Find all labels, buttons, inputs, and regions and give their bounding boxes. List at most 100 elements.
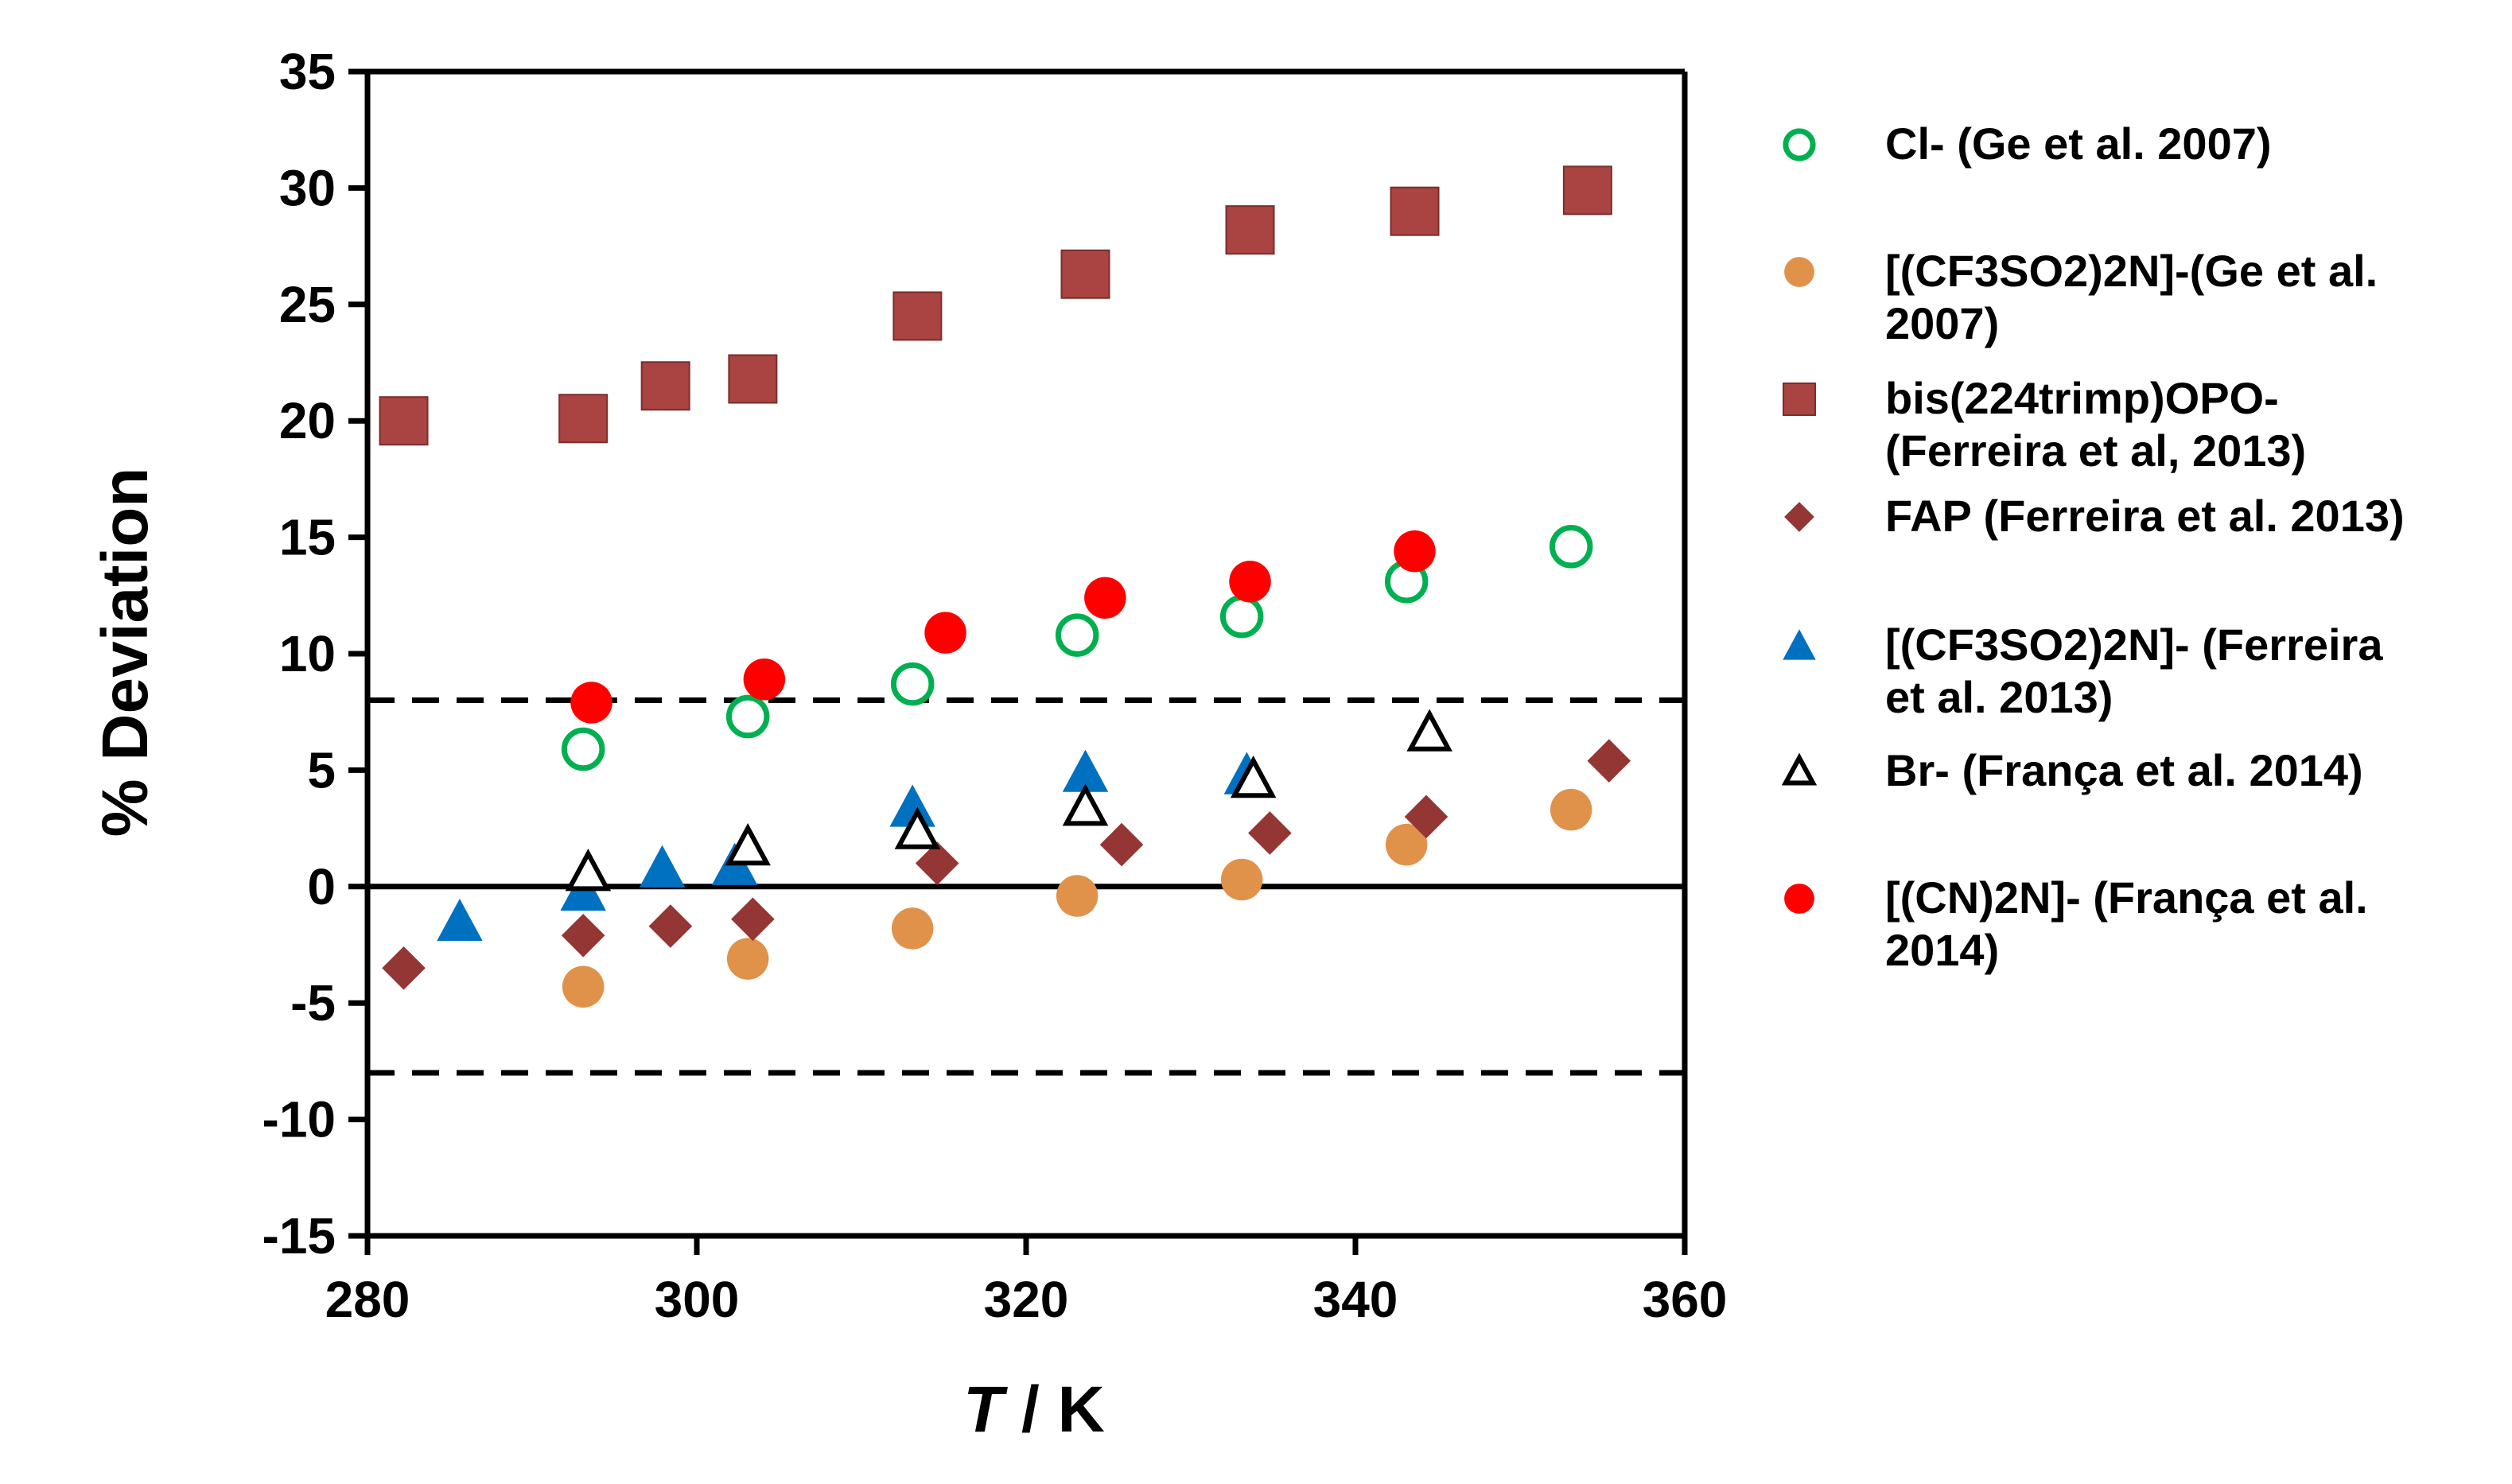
legend-marker: [1781, 752, 1818, 786]
x-axis-label: T / K: [963, 1373, 1105, 1446]
series-1: [561, 525, 1593, 771]
x-axis-ticks: 280 300 320 340 360: [325, 1236, 1728, 1328]
data-point: [1220, 858, 1263, 901]
data-point: [890, 662, 935, 706]
data-point: [437, 898, 483, 942]
legend-marker: [1783, 629, 1816, 660]
legend-marker: [1784, 257, 1814, 287]
legend-entry: Cl- (Ge et al. 2007): [1783, 118, 2272, 169]
data-point: [1248, 811, 1292, 855]
data-point: [1229, 560, 1271, 603]
data-point: [639, 845, 686, 888]
legend-label: [(CN)2N]- (França et al.: [1885, 872, 2368, 923]
x-tick-label: 360: [1643, 1271, 1728, 1328]
y-tick-label: 10: [279, 625, 336, 682]
legend-label: [(CF3SO2)2N]- (Ferreira: [1885, 620, 2383, 670]
data-point: [1056, 875, 1099, 917]
data-point: [894, 806, 941, 849]
y-axis-label: % Deviation: [89, 468, 161, 837]
data-point: [1084, 577, 1126, 619]
data-point: [725, 822, 771, 866]
data-point: [725, 694, 770, 739]
data-point: [561, 913, 605, 958]
data-point: [382, 946, 426, 990]
data-point: [915, 841, 959, 885]
data-point: [558, 394, 609, 444]
data-point: [743, 658, 786, 701]
legend: Cl- (Ge et al. 2007) [(CF3SO2)2N]-(Ge et …: [1781, 118, 2405, 975]
y-tick-label: 25: [279, 276, 336, 333]
series-3: [379, 165, 1612, 446]
legend-label: (Ferreira et al, 2013): [1885, 425, 2306, 476]
y-axis-ticks: 35 30 25 20 15 10 5 0 -5 -10 -15: [262, 43, 367, 1265]
legend-marker: [1784, 884, 1814, 914]
x-axis-label-variable: T: [963, 1373, 1008, 1446]
y-tick-label: 5: [307, 741, 336, 798]
legend-entry: Br- (França et al. 2014): [1781, 745, 2363, 795]
data-point: [1062, 783, 1109, 826]
data-point: [379, 396, 429, 446]
series-5: [437, 749, 1270, 942]
x-tick-label: 280: [325, 1271, 410, 1328]
y-tick-label: 0: [307, 858, 336, 915]
y-tick-label: 30: [279, 159, 336, 216]
legend-label: et al. 2013): [1885, 672, 2113, 722]
legend-marker: [1783, 383, 1816, 416]
x-tick-label: 300: [655, 1271, 740, 1328]
data-point: [1062, 749, 1109, 792]
data-point: [1230, 756, 1277, 798]
legend-entry: [(CF3SO2)2N]-(Ge et al.2007): [1784, 246, 2378, 348]
data-point: [1406, 709, 1452, 752]
series-7: [570, 530, 1436, 724]
data-point: [924, 612, 966, 654]
data-point: [1055, 613, 1099, 657]
data-point: [565, 849, 612, 892]
data-point: [1225, 205, 1275, 255]
y-tick-label: -5: [290, 974, 336, 1031]
legend-entry: FAP (Ferreira et al. 2013): [1784, 491, 2405, 541]
data-point: [728, 354, 778, 404]
data-point: [891, 907, 934, 950]
series-4: [382, 739, 1631, 990]
legend-entry: [(CN)2N]- (França et al.2014): [1784, 872, 2368, 975]
data-point: [1099, 822, 1144, 867]
data-point: [562, 965, 605, 1008]
legend-label: 2007): [1885, 298, 1999, 348]
legend-label: Cl- (Ge et al. 2007): [1885, 118, 2272, 169]
data-point: [731, 897, 775, 942]
data-point: [1394, 530, 1436, 573]
y-tick-label: -10: [262, 1091, 336, 1148]
y-tick-label: 35: [279, 43, 336, 100]
data-point: [892, 291, 943, 341]
series-6: [565, 709, 1452, 892]
data-point: [1219, 594, 1264, 639]
data-point: [1550, 788, 1592, 831]
data-point: [1404, 794, 1448, 839]
legend-label: Br- (França et al. 2014): [1885, 745, 2363, 795]
y-tick-label: -15: [262, 1207, 336, 1265]
data-point: [570, 682, 612, 724]
data-point: [889, 784, 935, 827]
data-point: [1060, 249, 1110, 299]
series-2: [562, 788, 1592, 1008]
data-point: [1385, 823, 1428, 866]
legend-marker: [1784, 502, 1814, 532]
legend-marker: [1783, 128, 1816, 161]
legend-entry: bis(224trimp)OPO-(Ferreira et al, 2013): [1783, 373, 2306, 476]
data-point: [1390, 186, 1440, 236]
data-point: [1549, 525, 1593, 569]
data-point: [648, 904, 693, 948]
y-tick-label: 15: [279, 509, 336, 566]
legend-label: FAP (Ferreira et al. 2013): [1885, 491, 2405, 541]
data-point: [1587, 739, 1631, 783]
x-tick-label: 320: [984, 1271, 1069, 1328]
data-point: [561, 727, 605, 771]
data-points: [379, 165, 1631, 1008]
legend-label: 2014): [1885, 925, 1999, 975]
axes: [364, 68, 1688, 1239]
data-point: [640, 361, 690, 411]
data-point: [726, 938, 769, 980]
x-tick-label: 340: [1313, 1271, 1398, 1328]
